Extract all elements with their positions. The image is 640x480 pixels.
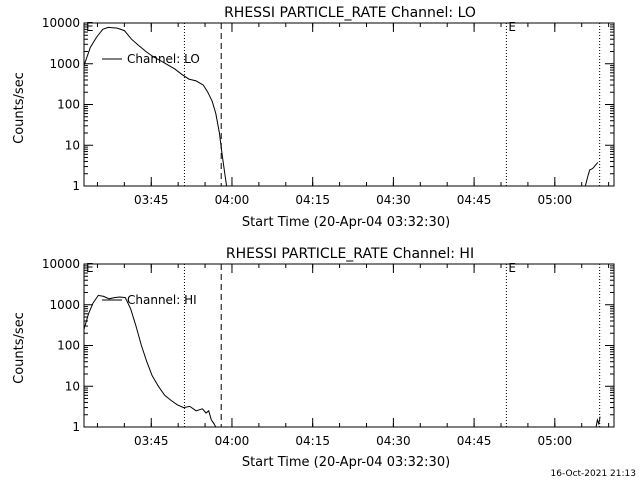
hi-x-tick-label: 03:45 (134, 434, 169, 448)
lo-marker-label: E (86, 20, 94, 34)
lo-series-line (83, 26, 228, 187)
hi-y-tick-label: 10000 (42, 257, 80, 271)
lo-y-tick-label: 10000 (42, 16, 80, 30)
lo-y-axis-label: Counts/sec (12, 72, 27, 144)
lo-channel-panel: RHESSI PARTICLE_RATE Channel: LO Start T… (12, 5, 615, 230)
hi-series-line (83, 294, 217, 428)
hi-y-tick-label: 1 (72, 420, 80, 434)
lo-y-tick-label: 1000 (49, 57, 80, 71)
footer-timestamp: 16-Oct-2021 21:13 (551, 469, 636, 479)
hi-y-tick-label: 1000 (49, 298, 80, 312)
hi-x-tick-label: 04:15 (295, 434, 330, 448)
hi-x-axis-label: Start Time (20-Apr-04 03:32:30) (242, 455, 450, 470)
lo-x-tick-label: 04:00 (215, 193, 250, 207)
lo-legend-label: Channel: LO (127, 52, 200, 66)
lo-y-tick-label: 100 (57, 98, 80, 112)
hi-series-line (595, 416, 601, 428)
hi-x-tick-label: 05:00 (538, 434, 573, 448)
lo-plot-frame (83, 22, 615, 187)
hi-y-tick-label: 10 (65, 379, 80, 393)
hi-x-tick-label: 04:45 (457, 434, 492, 448)
hi-x-tick-label: 04:30 (376, 434, 411, 448)
hi-chart-title: RHESSI PARTICLE_RATE Channel: HI (226, 246, 474, 262)
lo-chart-title: RHESSI PARTICLE_RATE Channel: LO (224, 5, 476, 21)
lo-marker-label: E (508, 20, 516, 34)
lo-series-line (584, 162, 599, 187)
hi-marker-label: E (508, 261, 516, 275)
lo-x-tick-label: 05:00 (538, 193, 573, 207)
lo-y-tick-label: 10 (65, 138, 80, 152)
hi-marker-label: E (86, 261, 94, 275)
hi-y-axis-label: Counts/sec (12, 312, 27, 384)
lo-x-tick-label: 03:45 (134, 193, 169, 207)
hi-channel-panel: RHESSI PARTICLE_RATE Channel: HI Start T… (12, 246, 615, 470)
hi-legend-label: Channel: HI (127, 293, 197, 307)
lo-x-axis-label: Start Time (20-Apr-04 03:32:30) (242, 215, 450, 230)
hi-plot-frame (83, 263, 615, 428)
lo-x-tick-label: 04:30 (376, 193, 411, 207)
lo-x-tick-label: 04:15 (295, 193, 330, 207)
hi-y-tick-label: 100 (57, 339, 80, 353)
lo-y-tick-label: 1 (72, 179, 80, 193)
hi-x-tick-label: 04:00 (215, 434, 250, 448)
lo-x-tick-label: 04:45 (457, 193, 492, 207)
